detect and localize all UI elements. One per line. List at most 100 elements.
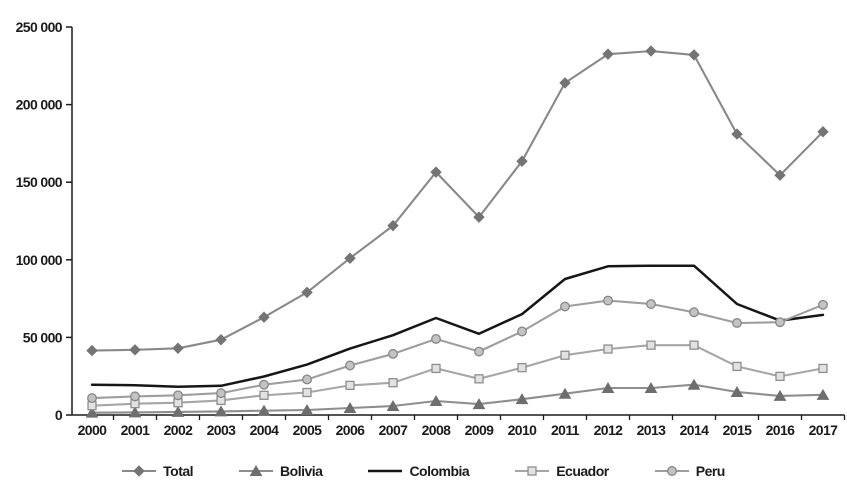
x-tick-label: 2006 — [336, 422, 366, 438]
legend-label: Total — [163, 463, 194, 479]
x-tick-label: 2000 — [78, 422, 108, 438]
ecuador-marker-2010 — [517, 363, 527, 373]
bolivia-marker-2001 — [128, 406, 142, 418]
ecuador-marker-2006 — [345, 380, 355, 391]
ecuador-marker-2015 — [732, 361, 742, 372]
total-marker-2002 — [172, 342, 184, 354]
y-tick-label: 50 000 — [23, 329, 63, 345]
peru-marker-2015 — [732, 318, 742, 328]
y-tick-label: 100 000 — [16, 252, 63, 268]
x-tick-label: 2005 — [293, 422, 323, 438]
bolivia-marker-2012 — [601, 381, 615, 393]
peru-marker-2008 — [431, 334, 441, 344]
ecuador-marker-2014 — [689, 340, 699, 350]
legend-marker-square-icon — [515, 466, 550, 476]
total-marker-2016 — [774, 169, 786, 181]
bolivia-marker-2010 — [515, 393, 529, 405]
x-tick-label: 2015 — [723, 422, 753, 438]
total-marker-2013 — [645, 45, 657, 57]
peru-marker-2007 — [388, 348, 398, 359]
ecuador-marker-2004 — [259, 390, 269, 400]
total-marker-2001 — [129, 344, 141, 356]
x-tick-label: 2014 — [680, 422, 710, 438]
peru-marker-2011 — [560, 301, 570, 312]
ecuador-marker-2011 — [560, 350, 570, 360]
x-tick-label: 2016 — [766, 422, 796, 438]
total-marker-2010 — [516, 155, 528, 167]
total-marker-2008 — [430, 166, 442, 178]
x-tick-label: 2001 — [121, 422, 151, 438]
bolivia-marker-2003 — [214, 405, 228, 417]
ecuador-marker-2007 — [388, 378, 398, 388]
legend-item-peru: Peru — [654, 463, 725, 479]
total-marker-2000 — [86, 344, 98, 357]
legend-marker-circle-icon — [654, 466, 689, 476]
y-tick-label: 250 000 — [16, 19, 63, 35]
peru-marker-2016 — [775, 317, 785, 328]
x-tick-label: 2017 — [809, 422, 839, 438]
peru-marker-2006 — [345, 360, 355, 371]
y-axis: 0 50 000 100 000 150 000 200 000 250 000 — [16, 19, 73, 423]
total-marker-2014 — [688, 49, 700, 61]
total-marker-2003 — [215, 334, 227, 346]
legend-label: Ecuador — [556, 463, 609, 479]
total-marker-2012 — [602, 48, 614, 60]
ecuador-marker-2009 — [474, 374, 484, 384]
bolivia-marker-2002 — [171, 405, 185, 417]
legend-marker-triangle-icon — [239, 465, 274, 476]
ecuador-marker-2013 — [646, 340, 656, 350]
x-tick-label: 2011 — [551, 422, 580, 438]
x-tick-label: 2010 — [508, 422, 538, 438]
total-marker-2005 — [301, 286, 313, 299]
line-chart-canvas: 0 50 000 100 000 150 000 200 000 250 000 2000… — [16, 19, 846, 438]
bolivia-marker-2014 — [687, 378, 701, 390]
bolivia-marker-2008 — [429, 395, 443, 407]
bolivia-marker-2017 — [816, 388, 830, 400]
x-tick-label: 2002 — [164, 422, 194, 438]
total-marker-2011 — [559, 77, 571, 89]
x-tick-label: 2013 — [637, 422, 667, 438]
legend-item-ecuador: Ecuador — [515, 463, 609, 479]
ecuador-marker-2005 — [302, 387, 312, 398]
peru-marker-2017 — [818, 299, 828, 310]
peru-marker-2012 — [603, 295, 613, 306]
ecuador-marker-2008 — [431, 363, 441, 374]
y-tick-label: 200 000 — [16, 97, 63, 113]
x-tick-label: 2004 — [250, 422, 280, 438]
peru-marker-2009 — [474, 346, 484, 357]
ecuador-marker-2017 — [818, 363, 828, 374]
total-marker-2007 — [387, 219, 399, 232]
legend-marker-diamond-icon — [122, 465, 157, 477]
total-marker-2017 — [817, 126, 829, 138]
total-marker-2006 — [344, 252, 356, 264]
peru-marker-2000 — [87, 393, 97, 404]
series-layer — [85, 45, 830, 418]
y-tick-label: 150 000 — [16, 174, 63, 190]
series-total — [86, 45, 829, 357]
bolivia-marker-2004 — [257, 404, 271, 416]
bolivia-marker-2015 — [730, 386, 744, 398]
peru-marker-2004 — [259, 379, 269, 390]
series-colombia — [90, 264, 825, 389]
peru-marker-2013 — [646, 299, 656, 309]
ecuador-marker-2012 — [603, 344, 613, 354]
x-tick-label: 2008 — [422, 422, 452, 438]
peru-marker-2003 — [216, 388, 226, 399]
legend-item-total: Total — [122, 463, 194, 479]
bolivia-marker-2009 — [472, 398, 486, 410]
peru-marker-2010 — [517, 326, 527, 337]
y-tick-label: 0 — [55, 407, 63, 423]
peru-marker-2005 — [302, 374, 312, 385]
x-tick-label: 2003 — [207, 422, 237, 438]
x-axis: 2000 2001 2002 2003 2004 2005 2006 2007 2008 2009… — [72, 414, 846, 438]
bolivia-marker-2016 — [773, 389, 787, 401]
legend-item-bolivia: Bolivia — [239, 463, 323, 479]
bolivia-marker-2011 — [558, 387, 572, 399]
legend-label: Bolivia — [280, 463, 323, 479]
legend: Total Bolivia Colombia Ecuador Peru — [0, 463, 847, 479]
series-ecuador — [87, 340, 828, 411]
peru-marker-2002 — [173, 390, 183, 401]
x-tick-label: 2012 — [594, 422, 624, 438]
total-marker-2009 — [473, 211, 485, 223]
